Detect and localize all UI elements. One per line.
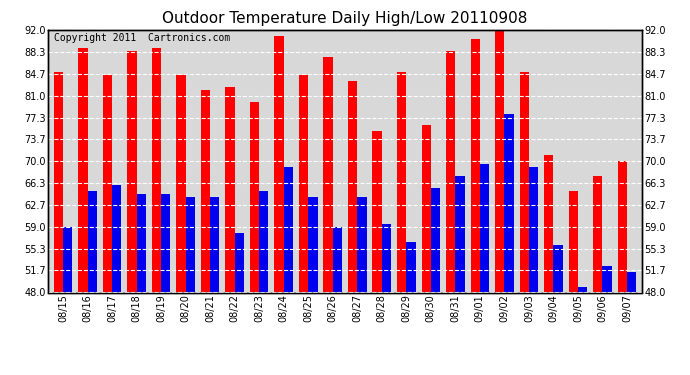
Bar [299,75,308,292]
Bar [226,87,235,292]
Bar [324,57,333,292]
Bar [357,197,366,292]
Bar [455,176,464,292]
Bar [152,48,161,292]
Text: Copyright 2011  Cartronics.com: Copyright 2011 Cartronics.com [55,33,230,43]
Bar [54,72,63,292]
Bar [569,191,578,292]
Bar [161,194,170,292]
Bar [431,188,440,292]
Bar [308,197,317,292]
Bar [529,167,538,292]
Bar [544,155,553,292]
Bar [471,39,480,292]
Bar [63,227,72,292]
Bar [284,167,293,292]
Bar [275,36,284,292]
Bar [578,286,587,292]
Bar [553,245,563,292]
Bar [186,197,195,292]
Bar [78,48,88,292]
Bar [235,233,244,292]
Bar [495,30,504,292]
Bar [348,81,357,292]
Bar [406,242,415,292]
Bar [618,161,627,292]
Bar [627,272,636,292]
Bar [422,126,431,292]
Bar [250,102,259,292]
Bar [112,185,121,292]
Bar [210,197,219,292]
Bar [480,164,489,292]
Bar [382,224,391,292]
Bar [259,191,268,292]
Bar [137,194,146,292]
Bar [127,51,137,292]
Bar [602,266,612,292]
Bar [88,191,97,292]
Bar [177,75,186,292]
Bar [593,176,602,292]
Bar [103,75,112,292]
Bar [201,90,210,292]
Bar [397,72,406,292]
Bar [504,114,513,292]
Bar [373,131,382,292]
Bar [446,51,455,292]
Text: Outdoor Temperature Daily High/Low 20110908: Outdoor Temperature Daily High/Low 20110… [162,11,528,26]
Bar [520,72,529,292]
Bar [333,227,342,292]
